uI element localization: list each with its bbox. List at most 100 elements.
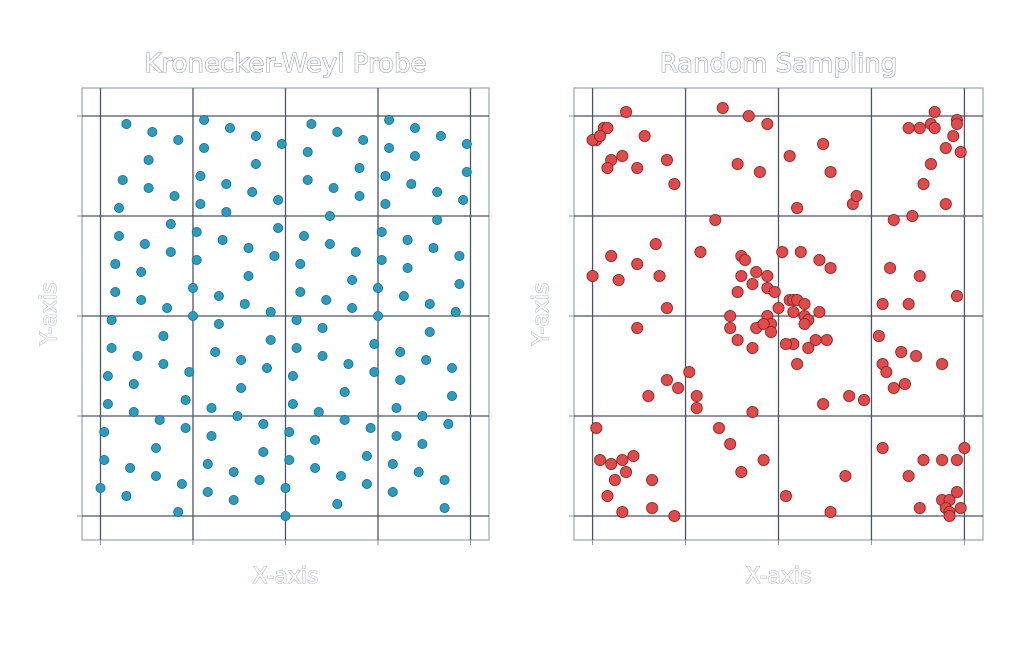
- point: [690, 389, 703, 402]
- point: [328, 182, 339, 193]
- point: [139, 238, 150, 249]
- point: [694, 245, 707, 258]
- point: [646, 501, 659, 514]
- point: [143, 154, 154, 165]
- point: [117, 174, 128, 185]
- point: [421, 354, 432, 365]
- point: [317, 350, 328, 361]
- point: [380, 170, 391, 181]
- point: [265, 334, 276, 345]
- point: [424, 326, 435, 337]
- point: [627, 449, 640, 462]
- point: [162, 302, 173, 313]
- point: [158, 358, 169, 369]
- point: [768, 285, 781, 298]
- point: [391, 402, 402, 413]
- point: [291, 342, 302, 353]
- point: [154, 414, 165, 425]
- point: [387, 486, 398, 497]
- point: [224, 123, 235, 134]
- point: [653, 269, 666, 282]
- point: [642, 389, 655, 402]
- point: [724, 437, 737, 450]
- point: [384, 115, 395, 126]
- point: [187, 310, 198, 321]
- point: [887, 213, 900, 226]
- point: [228, 494, 239, 505]
- point: [779, 337, 792, 350]
- point: [210, 346, 221, 357]
- point: [339, 414, 350, 425]
- point: [950, 289, 963, 302]
- point: [347, 302, 358, 313]
- point: [902, 297, 915, 310]
- point: [332, 498, 343, 509]
- point: [594, 129, 607, 142]
- point: [125, 462, 136, 473]
- point: [354, 162, 365, 173]
- point: [136, 266, 147, 277]
- point: [746, 341, 759, 354]
- point: [287, 398, 298, 409]
- point: [191, 254, 202, 265]
- point: [913, 501, 926, 514]
- point: [631, 161, 644, 174]
- point: [439, 502, 450, 513]
- point: [121, 119, 132, 130]
- point: [724, 309, 737, 322]
- point: [594, 453, 607, 466]
- point: [343, 358, 354, 369]
- point: [713, 421, 726, 434]
- point: [742, 110, 755, 123]
- point: [794, 245, 807, 258]
- point: [683, 365, 696, 378]
- point: [872, 329, 885, 342]
- point: [114, 230, 125, 241]
- point: [660, 153, 673, 166]
- point: [432, 186, 443, 197]
- point: [646, 473, 659, 486]
- point: [191, 226, 202, 237]
- point: [391, 430, 402, 441]
- point: [243, 242, 254, 253]
- point: [128, 406, 139, 417]
- point: [298, 230, 309, 241]
- point: [668, 509, 681, 522]
- point: [428, 242, 439, 253]
- point: [884, 261, 897, 274]
- point: [347, 274, 358, 285]
- point: [99, 426, 110, 437]
- point: [439, 474, 450, 485]
- point: [287, 370, 298, 381]
- point: [750, 265, 763, 278]
- point: [690, 401, 703, 414]
- point: [824, 505, 837, 518]
- point: [672, 381, 685, 394]
- point: [765, 325, 778, 338]
- point: [936, 357, 949, 370]
- point: [324, 210, 335, 221]
- point: [158, 330, 169, 341]
- point: [106, 342, 117, 353]
- subplot: Kronecker-Weyl Probe X-axis Y-axis: [37, 48, 490, 590]
- point: [817, 137, 830, 150]
- point: [254, 474, 265, 485]
- point: [928, 122, 941, 135]
- point: [739, 253, 752, 266]
- point: [950, 485, 963, 498]
- point: [809, 333, 822, 346]
- point: [402, 234, 413, 245]
- y-axis-label: Y-axis: [529, 283, 554, 347]
- point: [898, 377, 911, 390]
- point: [280, 510, 291, 521]
- point: [450, 306, 461, 317]
- point: [417, 438, 428, 449]
- point: [335, 470, 346, 481]
- point: [250, 130, 261, 141]
- point: [446, 362, 457, 373]
- point: [943, 509, 956, 522]
- point: [406, 178, 417, 189]
- point: [620, 465, 633, 478]
- point: [409, 123, 420, 134]
- point: [236, 382, 247, 393]
